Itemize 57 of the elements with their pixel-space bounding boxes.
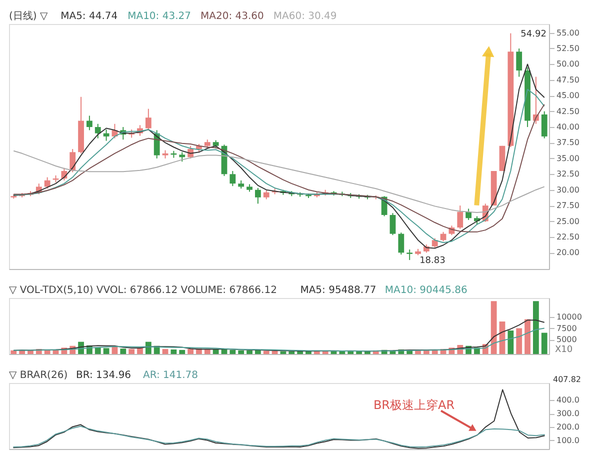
y-tick-label: 7500 (556, 324, 577, 333)
text: X10 (555, 345, 573, 355)
y-tick-label: 27.50 (556, 201, 580, 210)
y-tick-label: 40.00 (556, 122, 580, 132)
y-tick-label: 200.0 (556, 422, 580, 432)
chart-title: (日线) ▽ (9, 10, 48, 22)
chart-title: ▽ BRAR(26) (9, 370, 68, 381)
candlestick (466, 208, 472, 220)
line-series (12, 389, 546, 449)
y-tick-label: 22.50 (556, 232, 580, 242)
candlestick (179, 152, 186, 162)
line-series (13, 328, 545, 352)
text: MA5: 95488.77 (300, 285, 376, 296)
annotation: BR极速上穿AR (373, 398, 455, 412)
y-tick-label: 45.00 (556, 91, 580, 100)
candlestick (432, 238, 438, 248)
text: MA60: 30.49 (273, 11, 337, 22)
text: MA10: 90445.86 (384, 285, 468, 296)
candlestick (390, 212, 396, 236)
candlestick (44, 176, 50, 190)
y-tick-label: 52.50 (556, 44, 580, 53)
y-tick-label: 55.00 (556, 28, 580, 38)
candlestick (406, 249, 413, 261)
text: MA20: 43.60 (200, 11, 264, 22)
y-tick-label: 42.50 (556, 106, 580, 116)
line-series (12, 426, 546, 448)
y-tick-label: 30.00 (556, 185, 580, 194)
candlestick (230, 170, 236, 187)
y-tick-label: 5000 (556, 335, 577, 344)
candlestick (94, 123, 101, 139)
y-tick-label: 35.00 (556, 154, 580, 163)
y-tick-label: 400.0 (556, 396, 580, 405)
y-tick-label: 37.50 (556, 138, 580, 148)
y-tick-label: 300.0 (556, 409, 580, 418)
candlestick (516, 48, 522, 78)
text: 407.82 (553, 375, 581, 384)
candlestick (86, 115, 92, 131)
text: MA5: 44.74 (60, 11, 118, 22)
text: AR: 141.78 (143, 370, 198, 381)
text: BR: 134.96 (76, 370, 132, 381)
annotation: 18.83 (420, 256, 446, 266)
y-tick-label: 32.50 (556, 170, 580, 179)
candlestick (541, 110, 548, 139)
y-tick-label: 100.0 (556, 436, 580, 445)
y-tick-label: 25.00 (556, 216, 580, 226)
candlestick (145, 108, 152, 131)
candlestick (254, 187, 261, 204)
candlestick (398, 232, 404, 256)
y-tick-label: 50.00 (556, 60, 580, 69)
candlestick (457, 205, 464, 230)
text: MA10: 43.27 (128, 11, 191, 22)
y-tick-label: 20.00 (556, 248, 580, 258)
y-tick-label: 47.50 (556, 75, 580, 84)
y-tick-label: 10000 (556, 312, 582, 322)
line-series (13, 104, 545, 232)
annotation: 54.92 (520, 29, 546, 40)
chart-title: ▽ VOL-TDX(5,10) VVOL: 67866.12 VOLUME: 67866.12 (9, 285, 277, 296)
